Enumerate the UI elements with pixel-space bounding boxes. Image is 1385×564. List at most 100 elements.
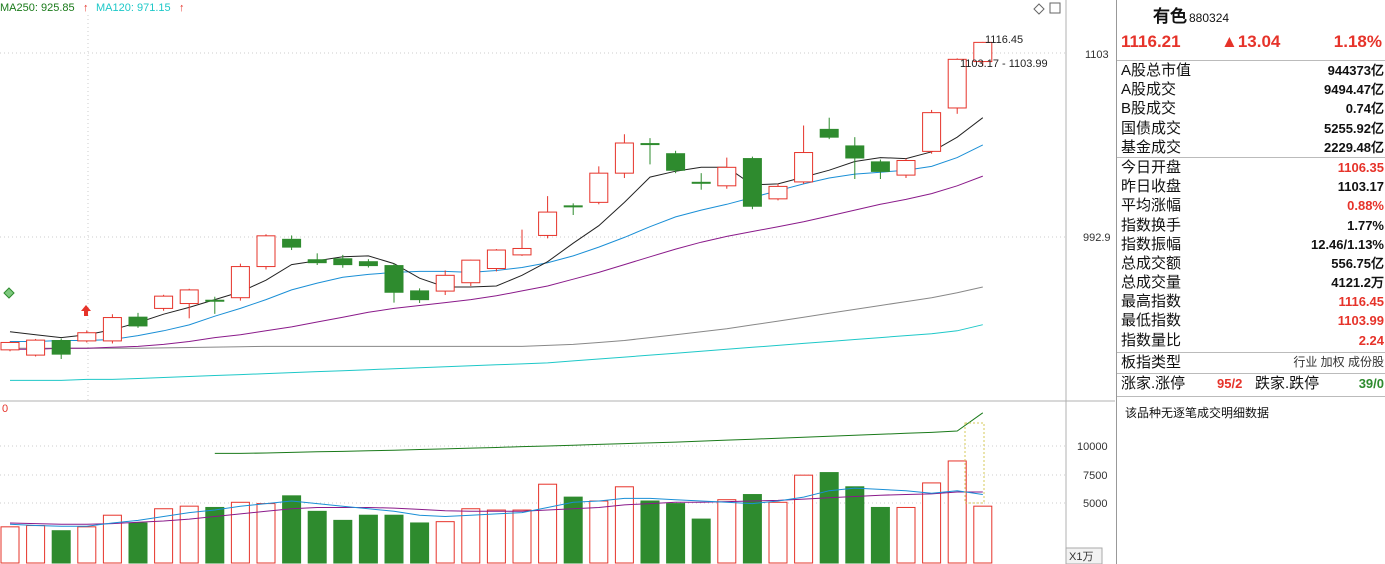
quote-row: 指数换手 1.77%: [1117, 216, 1385, 235]
current-volume-highlight: [964, 422, 985, 504]
volume-bar: [435, 521, 455, 564]
candle: [870, 159, 890, 179]
legend-ma120: MA120: 971.15: [96, 2, 171, 14]
candle-body: [333, 258, 353, 266]
index-name: 有色: [1153, 7, 1187, 26]
diamond-icon[interactable]: [1033, 3, 1045, 15]
candle-body: [256, 235, 276, 268]
candle-body: [282, 238, 302, 248]
quote-row-label: A股总市值: [1121, 62, 1192, 79]
down-label: 跌家.跌停: [1255, 375, 1320, 392]
volume-bar: [51, 530, 71, 564]
candle-body: [666, 153, 686, 171]
candle: [563, 203, 583, 215]
quote-row-label: 基金成交: [1121, 138, 1182, 156]
candle-body: [26, 339, 46, 356]
volume-bar: [410, 522, 430, 564]
volume-bar: [896, 506, 916, 564]
range-annotation: 1103.17 - 1103.99: [960, 58, 1048, 70]
candle-body: [640, 143, 660, 146]
volume-tick-7500: 7500: [1083, 470, 1107, 482]
volume-bar: [870, 506, 890, 564]
volume-tick-10000: 10000: [1077, 441, 1108, 453]
updown-row: 涨家.涨停 95/2 跌家.跌停 39/0: [1117, 373, 1385, 393]
volume-bar: [461, 508, 481, 564]
candle: [154, 294, 174, 311]
candle: [768, 183, 788, 201]
quote-row-label: 指数振幅: [1121, 235, 1182, 253]
volume-unit: X1万: [1069, 551, 1093, 563]
volume-bar: [512, 509, 532, 564]
category-label: 板指类型: [1121, 354, 1182, 371]
quote-row-value: 2.24: [1358, 332, 1384, 348]
candle: [973, 41, 993, 67]
candle: [845, 137, 865, 179]
candle: [282, 235, 302, 251]
quote-row-label: 平均涨幅: [1121, 197, 1182, 215]
candle: [896, 158, 916, 179]
candle: [205, 296, 225, 314]
volume-bar: [26, 525, 46, 564]
volume-bar: [77, 526, 97, 564]
candle-body: [0, 341, 20, 351]
buy-signal-arrow-icon: [81, 305, 91, 316]
candle: [77, 330, 97, 343]
candle-body: [973, 41, 993, 63]
candle: [102, 314, 122, 344]
legend-ma250-arrow: ↑: [83, 2, 89, 14]
candle: [717, 157, 737, 189]
candle: [0, 341, 20, 352]
candle-body: [717, 166, 737, 187]
quote-row-label: 昨日收盘: [1121, 178, 1182, 196]
candle-body: [77, 332, 97, 342]
quote-row: 平均涨幅 0.88%: [1117, 196, 1385, 215]
signal-diamond-icon: [3, 287, 15, 299]
quote-row-value: 1103.99: [1337, 313, 1384, 329]
quote-row-label: A股成交: [1121, 81, 1177, 99]
kline-chart[interactable]: MA250: 925.85 ↑ MA120: 971.15 ↑ 1103 992…: [0, 0, 1115, 564]
volume-bar: [307, 510, 327, 564]
quote-row-value: 2229.48亿: [1324, 139, 1384, 155]
candle: [512, 229, 532, 256]
index-change: ▲13.04: [1221, 32, 1281, 51]
volume-bar: [230, 501, 250, 564]
quote-row-label: B股成交: [1121, 100, 1177, 118]
candle-body: [384, 265, 404, 293]
volume-bar: [333, 519, 353, 564]
candle-body: [102, 317, 122, 342]
no-tick-data-note: 该品种无逐笔成交明细数据: [1125, 406, 1270, 420]
candle: [691, 173, 711, 190]
candle-body: [794, 152, 814, 183]
volume-bar: [666, 503, 686, 564]
candle: [435, 270, 455, 295]
candle: [461, 259, 481, 287]
candle-body: [410, 290, 430, 301]
candle-body: [614, 142, 634, 174]
candle-body: [230, 266, 250, 299]
quote-row-label: 今日开盘: [1121, 158, 1182, 176]
volume-bar: [589, 500, 609, 564]
ma20-line: [10, 175, 983, 350]
candle-body: [870, 161, 890, 172]
category-options[interactable]: 行业 加权 成份股: [1293, 355, 1384, 369]
candle-body: [845, 145, 865, 159]
quote-row-label: 指数量比: [1121, 331, 1182, 349]
ma120-line: [10, 324, 983, 381]
down-value: 39/0: [1358, 376, 1384, 391]
legend-ma250: MA250: 925.85: [0, 2, 75, 14]
quote-row-label: 国债成交: [1121, 119, 1182, 137]
candle: [589, 166, 609, 205]
volume-bar: [154, 508, 174, 564]
legend-ma120-arrow: ↑: [179, 2, 185, 14]
window-toggle-icon[interactable]: [1049, 2, 1061, 14]
volume-bar: [205, 506, 225, 564]
quote-row-value: 0.88%: [1347, 198, 1384, 214]
quote-row: 总成交额 556.75亿: [1117, 254, 1385, 273]
candle-body: [486, 249, 506, 270]
candle-body: [947, 58, 967, 109]
candle: [230, 263, 250, 301]
volume-bar: [768, 501, 788, 564]
volume-bar: [794, 474, 814, 564]
candle: [486, 249, 506, 272]
volume-bar: [384, 514, 404, 564]
